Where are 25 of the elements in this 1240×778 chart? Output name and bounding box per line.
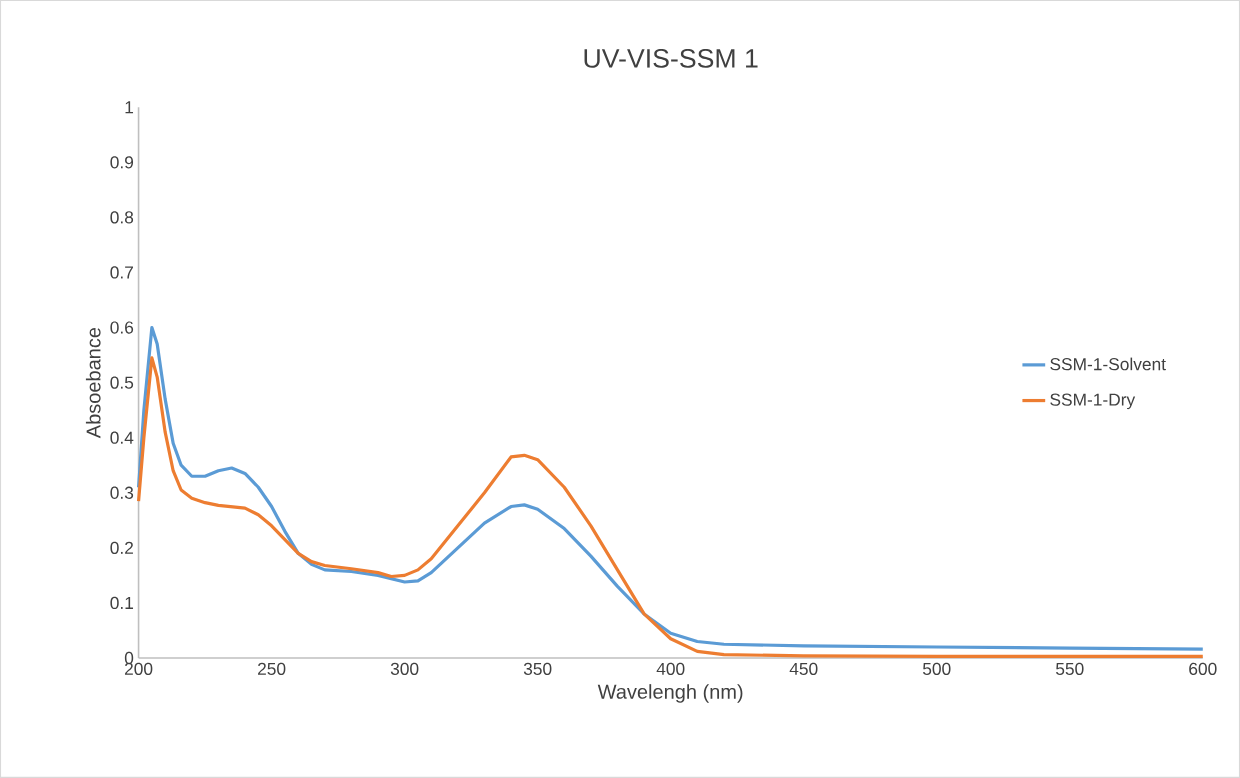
x-tick-label: 600 bbox=[1189, 662, 1217, 676]
x-tick-label: 250 bbox=[258, 662, 286, 676]
y-tick-label: 0.6 bbox=[110, 321, 134, 334]
y-tick-label: 0.1 bbox=[110, 596, 134, 610]
y-tick-label: 1 bbox=[125, 101, 134, 114]
y-tick-label: 0.3 bbox=[110, 486, 134, 499]
y-tick-label: 0.8 bbox=[110, 211, 134, 224]
x-tick-label: 300 bbox=[390, 662, 419, 676]
y-tick-label: 0.4 bbox=[110, 431, 134, 444]
x-tick-label: 550 bbox=[1055, 662, 1084, 676]
x-tick-label: 350 bbox=[523, 662, 552, 676]
x-tick-label: 400 bbox=[656, 662, 685, 676]
y-tick-label: 0 bbox=[124, 651, 134, 665]
chart-title: UV-VIS-SSM 1 bbox=[584, 49, 758, 68]
y-tick-label: 0.5 bbox=[110, 376, 134, 389]
y-axis-title: Absoebance bbox=[85, 327, 101, 439]
legend-label: SSM-1-Dry bbox=[1050, 393, 1136, 410]
legend-label: SSM-1-Solvent bbox=[1050, 357, 1166, 371]
y-tick-label: 0.2 bbox=[110, 541, 133, 555]
x-tick-label: 200 bbox=[124, 662, 153, 676]
y-tick-label: 0.9 bbox=[110, 156, 134, 169]
x-tick-label: 450 bbox=[789, 662, 818, 676]
x-axis-title: Wavelengh (nm) bbox=[597, 684, 743, 703]
y-tick-label: 0.7 bbox=[110, 266, 133, 279]
x-tick-label: 500 bbox=[922, 662, 951, 676]
